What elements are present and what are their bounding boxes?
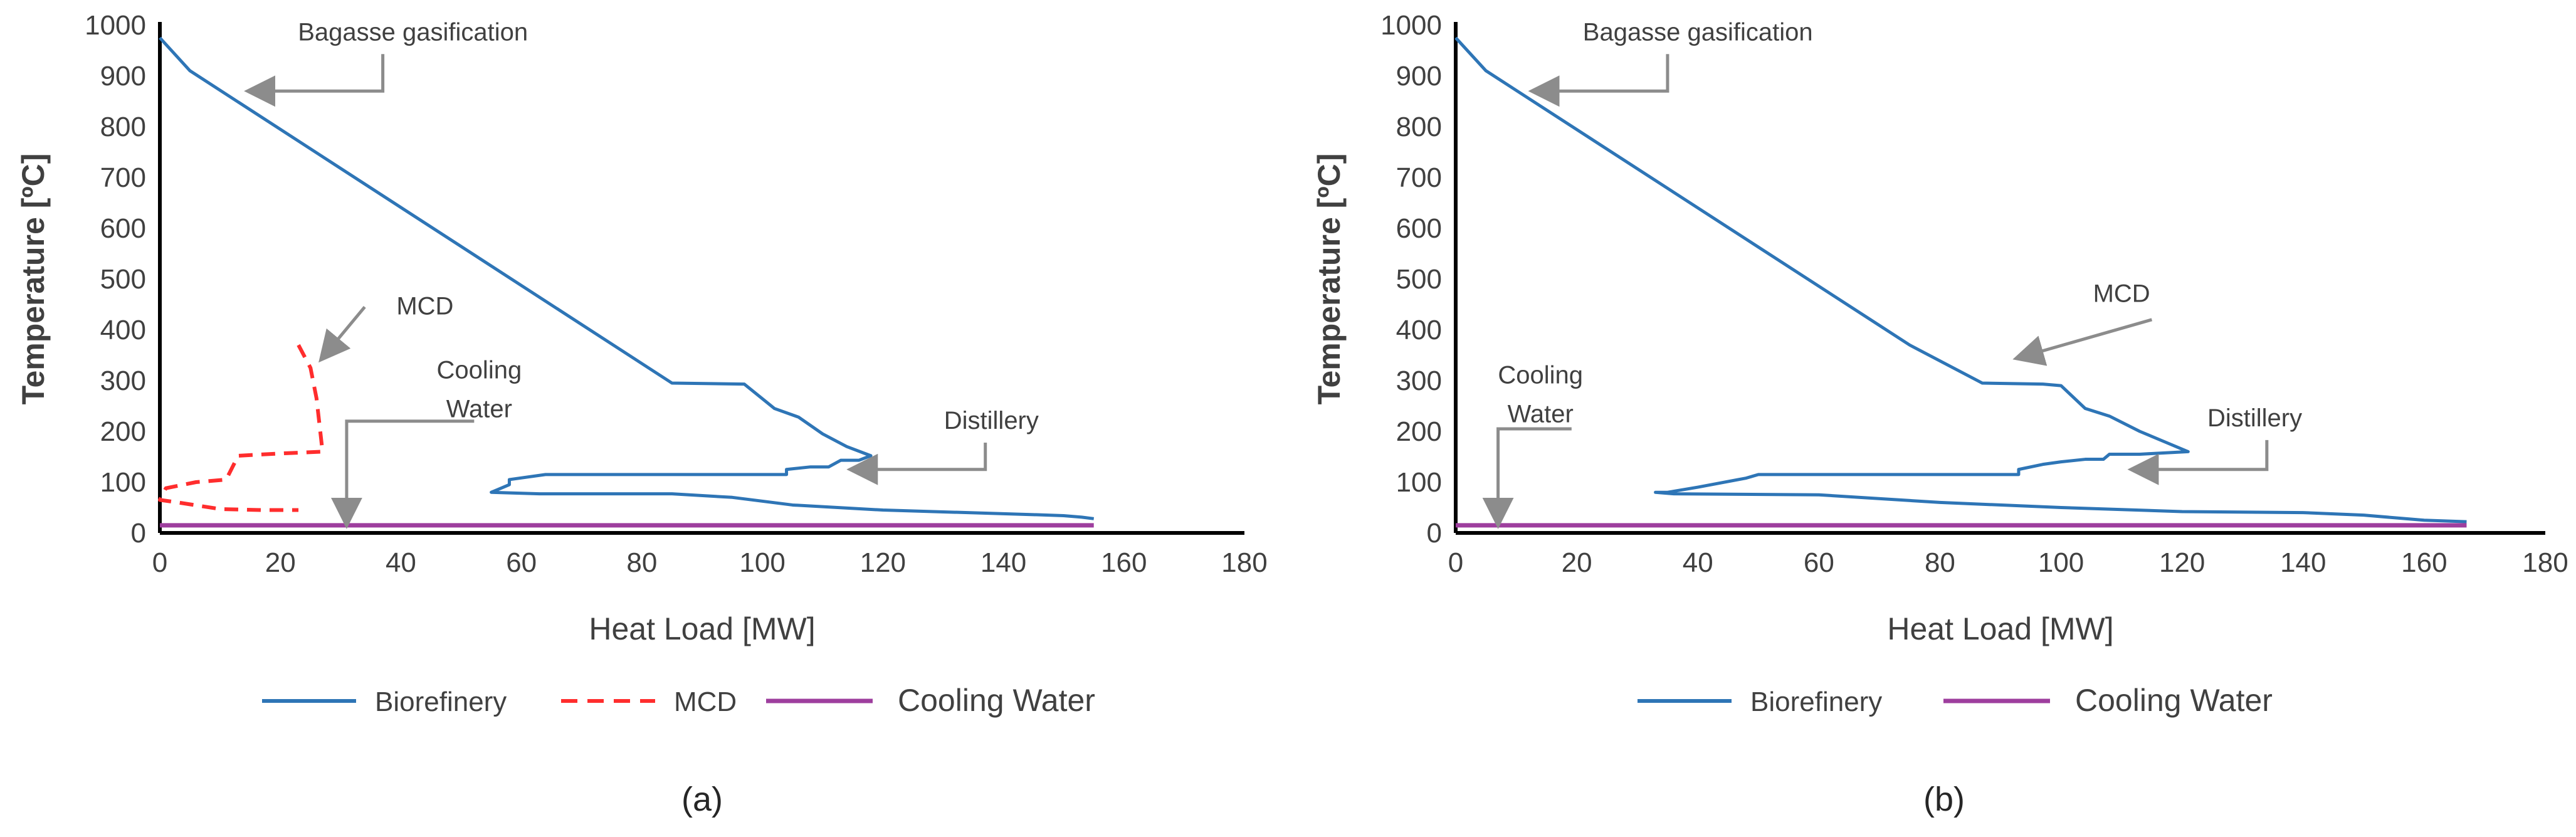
y-tick-label: 600 — [100, 213, 146, 244]
x-tick-label: 60 — [506, 547, 537, 578]
x-tick-label: 40 — [386, 547, 416, 578]
y-tick-label: 200 — [100, 416, 146, 447]
annotation-arrow — [2012, 318, 2153, 366]
x-tick-label: 120 — [860, 547, 906, 578]
annotation-label: Water — [1508, 400, 1574, 428]
x-tick-label: 100 — [2038, 547, 2084, 578]
y-tick-label: 200 — [1396, 416, 1442, 447]
y-tick-label: 0 — [1427, 518, 1442, 549]
annotation-label: Distillery — [2207, 404, 2302, 432]
annotation-label: Bagasse gasification — [298, 18, 528, 46]
y-tick-label: 300 — [100, 366, 146, 396]
legend-label: Cooling Water — [898, 683, 1095, 718]
y-tick-label: 400 — [100, 315, 146, 345]
annotation-arrow — [2127, 440, 2269, 485]
annotation-arrow — [1482, 427, 1572, 529]
annotation-label: Cooling — [437, 356, 522, 384]
annotation-label: MCD — [396, 293, 453, 320]
annotation-label: Bagasse gasification — [1583, 18, 1813, 46]
legend-label: MCD — [674, 687, 737, 717]
y-tick-label: 800 — [1396, 112, 1442, 142]
legend-label: Biorefinery — [375, 687, 507, 717]
annotation-label: Cooling — [1498, 361, 1583, 389]
series-line-mcd — [158, 344, 325, 512]
x-tick-label: 120 — [2159, 547, 2205, 578]
y-tick-label: 100 — [100, 467, 146, 498]
y-tick-label: 800 — [100, 112, 146, 142]
x-tick-label: 60 — [1804, 547, 1834, 578]
y-tick-label: 600 — [1396, 213, 1442, 244]
x-tick-label: 140 — [2280, 547, 2326, 578]
y-tick-label: 900 — [100, 61, 146, 92]
x-tick-label: 100 — [739, 547, 785, 578]
x-tick-label: 80 — [626, 547, 657, 578]
annotation-arrow — [846, 442, 987, 485]
y-tick-label: 1000 — [85, 10, 146, 41]
x-tick-label: 20 — [265, 547, 296, 578]
x-tick-label: 0 — [152, 547, 167, 578]
y-tick-label: 700 — [100, 162, 146, 193]
series-line-biorefinery — [1454, 36, 2467, 524]
x-tick-label: 140 — [980, 547, 1026, 578]
legend-label: Biorefinery — [1750, 687, 1882, 717]
chart-panel-b: 0 100 200 300 400 500 600 700 800 900 1000 0 20 40 60 8… — [1312, 10, 2568, 818]
x-tick-label: 180 — [2522, 547, 2568, 578]
y-tick-label: 500 — [1396, 264, 1442, 295]
x-tick-label: 40 — [1683, 547, 1713, 578]
annotation-arrow — [244, 54, 385, 107]
series-line-biorefinery — [159, 36, 1095, 520]
x-tick-label: 180 — [1221, 547, 1267, 578]
chart-panel-a: 0 100 200 300 400 500 600 700 800 900 1000 0 20 40 60 8… — [16, 10, 1268, 818]
annotation-arrow — [318, 305, 366, 363]
x-axis-title: Heat Load [MW] — [1887, 611, 2113, 646]
y-tick-label: 900 — [1396, 61, 1442, 92]
annotation-label: Water — [446, 395, 512, 423]
y-tick-label: 400 — [1396, 315, 1442, 345]
y-tick-label: 500 — [100, 264, 146, 295]
legend-label: Cooling Water — [2075, 683, 2273, 718]
annotation-label: MCD — [2093, 280, 2150, 307]
x-tick-label: 160 — [2401, 547, 2447, 578]
x-tick-label: 0 — [1448, 547, 1463, 578]
x-axis-title: Heat Load [MW] — [589, 611, 815, 646]
y-axis-title: Temperature [ºC] — [1312, 154, 1347, 405]
annotation-label: Distillery — [944, 407, 1039, 434]
y-tick-label: 100 — [1396, 467, 1442, 498]
x-tick-label: 160 — [1101, 547, 1147, 578]
y-axis-title: Temperature [ºC] — [16, 154, 51, 405]
annotation-arrow — [1528, 54, 1669, 107]
y-tick-label: 700 — [1396, 162, 1442, 193]
y-tick-label: 1000 — [1380, 10, 1442, 41]
y-tick-label: 300 — [1396, 366, 1442, 396]
panel-caption: (a) — [681, 781, 723, 818]
panel-caption: (b) — [1923, 781, 1965, 818]
x-tick-label: 20 — [1562, 547, 1592, 578]
y-tick-label: 0 — [131, 518, 146, 549]
annotation-arrow — [330, 419, 475, 529]
x-tick-label: 80 — [1925, 547, 1955, 578]
